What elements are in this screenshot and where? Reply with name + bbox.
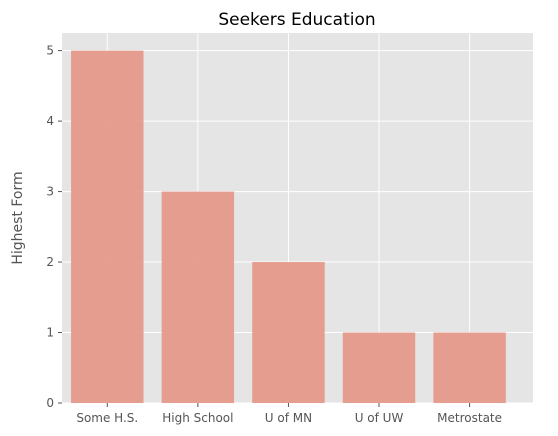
- y-axis-ticks: 0 1 2 3 4 5: [46, 44, 62, 410]
- x-tick-label: U of UW: [355, 411, 404, 425]
- y-tick-label: 4: [46, 114, 54, 128]
- y-tick-label: 3: [46, 185, 54, 199]
- bars: [71, 50, 506, 403]
- y-tick-label: 0: [46, 396, 54, 410]
- x-tick-label: U of MN: [265, 411, 312, 425]
- bar-u-of-uw: [342, 332, 416, 403]
- chart-title: Seekers Education: [218, 10, 375, 30]
- bar-some-h-s: [71, 50, 144, 403]
- x-tick-label: Some H.S.: [76, 411, 138, 425]
- x-tick-label: Metrostate: [437, 411, 502, 425]
- bar-metrostate: [433, 332, 506, 403]
- y-tick-label: 2: [46, 255, 54, 269]
- y-tick-label: 1: [46, 326, 54, 340]
- y-axis-label: Highest Form: [10, 171, 26, 264]
- x-axis-ticks: Some H.S. High School U of MN U of UW Metros…: [76, 403, 502, 425]
- x-tick-label: High School: [162, 411, 233, 425]
- bar-u-of-mn: [252, 262, 325, 403]
- bar-high-school: [161, 191, 235, 403]
- y-tick-label: 5: [46, 44, 54, 58]
